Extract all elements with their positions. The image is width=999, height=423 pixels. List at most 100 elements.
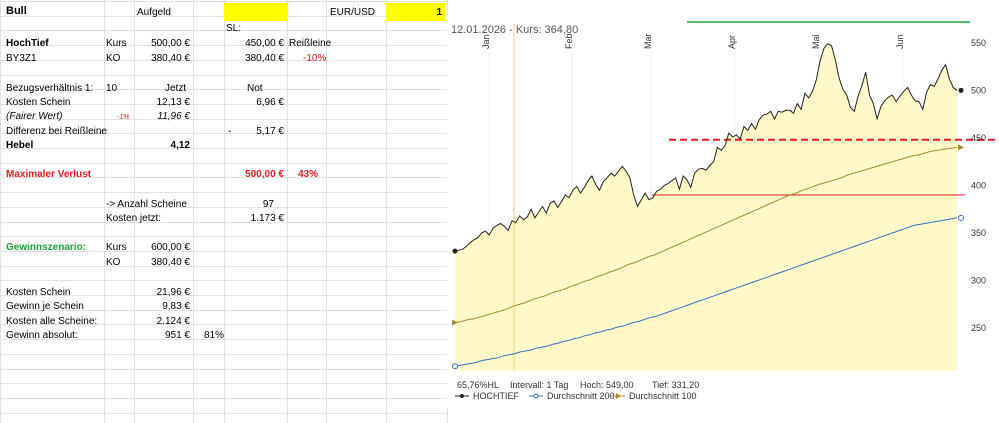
month-label-feb: Feb: [564, 33, 574, 49]
grid-row-line: [0, 89, 447, 91]
jetzt-label: Jetzt: [165, 83, 187, 94]
grid-row-line: [0, 162, 447, 164]
price-area-fill: [455, 43, 957, 371]
eurusd-value[interactable]: 1: [436, 7, 442, 18]
ko-label: KO: [106, 53, 121, 64]
max-verlust-label: Maximaler Verlust: [6, 169, 92, 180]
kosten-alle-value: 2.124 €: [156, 316, 190, 327]
gewinn-ko-label: KO: [106, 257, 121, 268]
kurs-value[interactable]: 500,00 €: [151, 38, 190, 49]
reissleine-percent: -10%: [303, 53, 327, 64]
footer-hoch: Hoch: 549,00: [580, 380, 634, 390]
ma200-start-marker: [452, 363, 458, 370]
differenz-dash: -: [228, 126, 232, 137]
hochtief-end-marker: [958, 87, 964, 93]
footer-intervall: Intervall: 1 Tag: [510, 380, 568, 390]
stock-chart[interactable]: 12.01.2026 - Kurs: 364,80 Jan Feb Mar Apr Ma…: [447, 16, 999, 408]
legend-label: Durchschnitt 200: [547, 391, 615, 401]
g-kosten-schein-label: Kosten Schein: [6, 287, 71, 298]
anzahl-label: -> Anzahl Scheine: [106, 199, 187, 210]
kosten-alle-label: Kosten alle Scheine:: [6, 316, 98, 327]
grid-row-line: [0, 15, 447, 17]
grid-row-line: [0, 324, 447, 326]
gewinn-kurs-value[interactable]: 600,00 €: [151, 242, 190, 253]
legend-marker: [460, 394, 464, 398]
gewinn-abs-label: Gewinn absolut:: [6, 330, 78, 341]
grid-col-line: [326, 0, 327, 423]
sl-value[interactable]: 450,00 €: [245, 38, 284, 49]
bezug-label: Bezugsverhältnis 1:: [6, 83, 94, 94]
kosten-jetzt-label: Kosten jetzt:: [106, 213, 162, 224]
ma100-end-marker: [958, 144, 964, 151]
grid-row-line: [0, 1, 447, 2]
y-tick-label: 400: [971, 180, 986, 190]
grid-row-line: [0, 221, 447, 223]
grid-row-line: [0, 368, 447, 370]
grid-col-line: [134, 0, 135, 423]
kosten-schein-jetzt[interactable]: 12,13 €: [156, 97, 190, 108]
ma100-start-marker: [452, 319, 458, 326]
kosten-jetzt-value: 1.173 €: [250, 213, 284, 224]
grid-row-line: [0, 309, 447, 311]
grid-col-line: [104, 0, 105, 423]
month-label-mai: Mai: [811, 34, 821, 49]
gewinn-label: Gewinnszenario:: [6, 242, 87, 253]
ko-value-not: 380,40 €: [245, 53, 284, 64]
grid-row-line: [0, 118, 447, 120]
grid-col-line: [386, 0, 387, 423]
kurs-label: Kurs: [106, 38, 127, 49]
hebel-label: Hebel: [6, 140, 34, 151]
legend-marker: [616, 393, 621, 399]
month-label-apr: Apr: [727, 35, 737, 49]
y-tick-label: 550: [971, 38, 986, 48]
y-tick-label: 300: [971, 276, 986, 286]
grid-row-line: [0, 177, 447, 179]
fairer-wert-value: 11,96 €: [157, 111, 190, 122]
eurusd-input-highlight[interactable]: [386, 3, 445, 21]
grid-row-line: [0, 192, 447, 194]
g-kosten-schein-value: 21,96 €: [156, 287, 190, 298]
grid-row-line: [0, 206, 447, 208]
differenz-value: 5,17 €: [256, 126, 284, 137]
grid-row-line: [0, 133, 447, 135]
wkn-label: BY3Z1: [6, 53, 37, 64]
grid-row-line: [0, 353, 447, 355]
grid-col-line: [193, 0, 194, 423]
grid-row-line: [0, 236, 447, 238]
sheet-title: Bull: [6, 5, 27, 17]
month-label-jan: Jan: [481, 34, 491, 49]
bezug-value[interactable]: 10: [106, 83, 118, 94]
hebel-value: 4,12: [170, 140, 190, 151]
legend-marker: [533, 393, 539, 399]
y-tick-label: 450: [971, 133, 986, 143]
differenz-label: Differenz bei Reißleine: [6, 126, 107, 137]
kosten-schein-not: 6,96 €: [256, 97, 284, 108]
sl-label: SL:: [226, 23, 242, 34]
grid-row-line: [0, 295, 447, 296]
reissleine-label: Reißleine: [289, 38, 332, 49]
month-label-mar: Mar: [643, 33, 653, 49]
grid-col-line: [224, 0, 225, 423]
kosten-schein-label: Kosten Schein: [6, 97, 71, 108]
sl-input-highlight[interactable]: [224, 3, 287, 21]
grid-row-line: [0, 59, 447, 61]
footer-hl: 65,76%HL: [457, 380, 499, 390]
gewinn-abs-percent: 81%: [204, 330, 225, 341]
legend-label: HOCHTIEF: [473, 391, 520, 401]
gewinn-je-label: Gewinn je Schein: [6, 301, 84, 312]
hochtief-label: HochTief: [6, 38, 49, 49]
chart-canvas[interactable]: 12.01.2026 - Kurs: 364,80 Jan Feb Mar Apr Ma…: [447, 16, 999, 408]
max-verlust-value: 500,00 €: [245, 169, 284, 180]
y-tick-label: 250: [971, 323, 986, 333]
grid-row-line: [0, 265, 447, 267]
fairer-wert-label: (Fairer Wert): [6, 111, 63, 122]
anzahl-value: 97: [262, 199, 274, 210]
y-tick-label: 350: [971, 228, 986, 238]
chart-title: 12.01.2026 - Kurs: 364,80: [451, 24, 578, 36]
grid-row-line: [0, 74, 447, 76]
gewinn-je-value: 9,83 €: [162, 301, 190, 312]
ko-value[interactable]: 380,40 €: [151, 53, 190, 64]
gewinn-ko-value: 380,40 €: [151, 257, 190, 268]
grid-row-line: [0, 397, 447, 399]
footer-tief: Tief: 331,20: [652, 380, 699, 390]
